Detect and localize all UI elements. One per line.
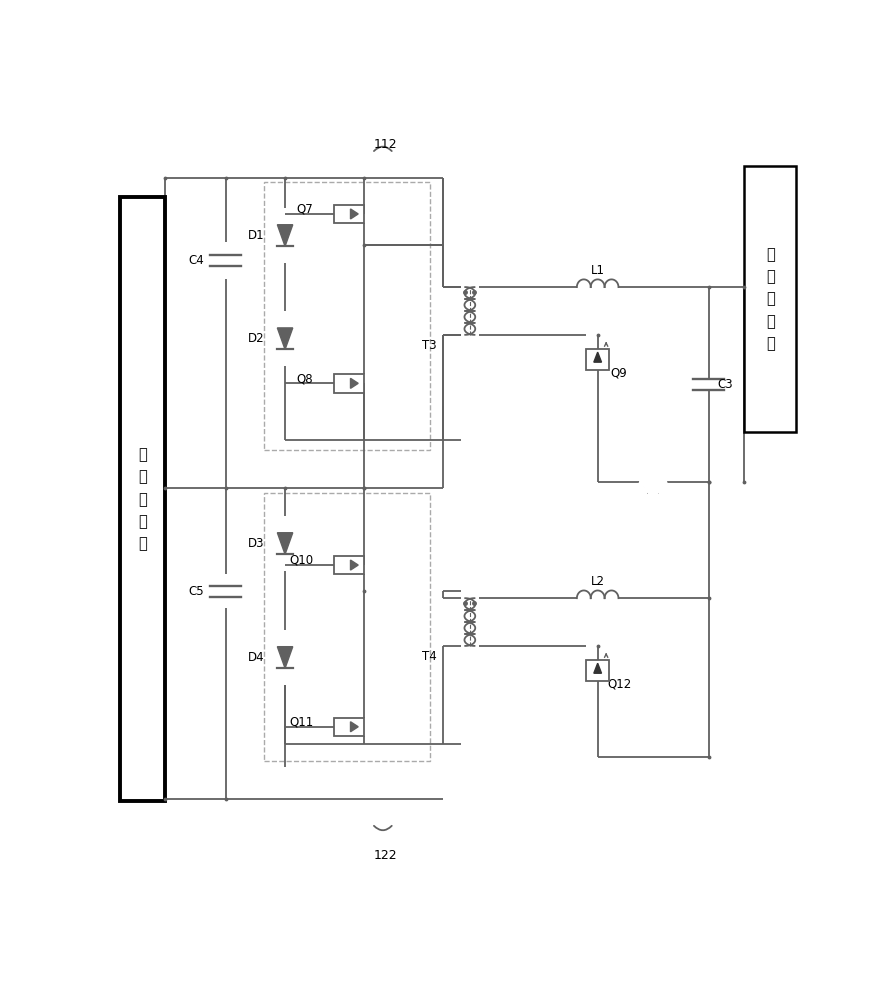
Text: D4: D4 [248,651,264,664]
Text: Q11: Q11 [289,716,313,729]
FancyBboxPatch shape [334,374,363,393]
FancyBboxPatch shape [586,660,609,681]
Text: Q10: Q10 [289,554,313,567]
Text: 122: 122 [373,849,397,862]
Polygon shape [593,663,601,673]
Bar [264,182,429,450]
Text: C3: C3 [717,378,732,391]
Text: D3: D3 [248,537,264,550]
Polygon shape [350,378,358,388]
Text: T4: T4 [422,650,436,663]
Bar [264,493,429,761]
Polygon shape [593,352,601,362]
Polygon shape [638,482,666,499]
Text: C4: C4 [189,254,204,267]
Text: D2: D2 [248,332,264,345]
FancyBboxPatch shape [334,556,363,574]
Polygon shape [350,560,358,570]
Text: L1: L1 [590,264,604,277]
Polygon shape [277,225,292,246]
Text: Q7: Q7 [296,203,312,216]
Polygon shape [350,722,358,732]
FancyBboxPatch shape [334,205,363,223]
Text: 第
二
连
接
端: 第 二 连 接 端 [765,247,773,351]
Bar [120,197,164,801]
FancyBboxPatch shape [586,349,609,370]
Text: D1: D1 [248,229,264,242]
Polygon shape [277,533,292,554]
Text: C5: C5 [189,585,204,598]
Text: Q12: Q12 [606,678,630,691]
Polygon shape [277,647,292,668]
Text: 第
一
连
接
端: 第 一 连 接 端 [138,447,147,551]
Polygon shape [350,209,358,219]
Text: T3: T3 [422,339,436,352]
Bar [743,166,796,432]
FancyBboxPatch shape [334,718,363,736]
Polygon shape [277,328,292,349]
Text: 112: 112 [373,138,397,151]
Text: L2: L2 [590,575,604,588]
Text: Q8: Q8 [296,372,312,385]
Text: Q9: Q9 [611,367,627,380]
